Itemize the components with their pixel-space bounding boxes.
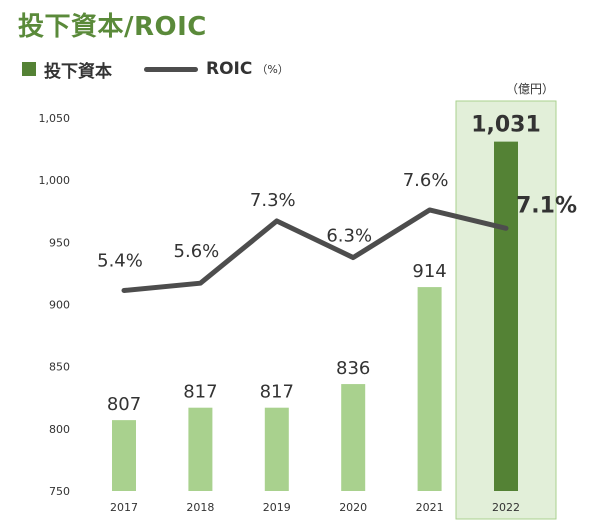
- legend-bar-swatch: [22, 62, 36, 76]
- bar: [494, 141, 518, 491]
- unit-label: （億円）: [505, 82, 554, 96]
- y-tick-label: 750: [49, 485, 70, 498]
- bar-value-label: 817: [260, 382, 294, 403]
- bar-value-label: 817: [183, 382, 217, 403]
- y-tick-label: 1,000: [39, 174, 71, 187]
- legend-bar-label: 投下資本: [44, 61, 112, 82]
- y-tick-label: 1,050: [39, 112, 71, 125]
- x-tick-label: 2017: [110, 501, 138, 514]
- legend: 投下資本 ROIC （%）: [22, 58, 289, 82]
- bar: [188, 407, 213, 491]
- y-tick-label: 900: [49, 299, 70, 312]
- x-tick-label: 2020: [339, 501, 367, 514]
- bar-value-label: 836: [336, 358, 370, 379]
- legend-line-unit: （%）: [256, 63, 289, 76]
- bar-value-label: 914: [412, 261, 446, 282]
- bar: [341, 384, 366, 491]
- y-tick-label: 800: [49, 423, 70, 436]
- x-tick-label: 2022: [492, 501, 520, 514]
- roic-value-label: 5.4%: [97, 251, 143, 272]
- bar-value-label: 1,031: [471, 113, 541, 138]
- roic-value-label: 7.1%: [516, 193, 577, 218]
- legend-line-swatch: [144, 66, 198, 72]
- y-tick-label: 950: [49, 236, 70, 249]
- bar: [417, 287, 442, 491]
- x-tick-label: 2018: [186, 501, 214, 514]
- x-tick-label: 2019: [263, 501, 291, 514]
- page-title: 投下資本/ROIC: [18, 12, 207, 42]
- roic-value-label: 6.3%: [326, 226, 372, 247]
- bar: [264, 407, 289, 491]
- bar: [112, 420, 136, 491]
- roic-line: [121, 207, 509, 293]
- roic-value-label: 7.3%: [250, 190, 296, 211]
- bar-value-label: 807: [107, 394, 141, 415]
- roic-value-label: 7.6%: [403, 170, 449, 191]
- x-tick-label: 2021: [416, 501, 444, 514]
- roic-value-label: 5.6%: [174, 241, 220, 262]
- y-tick-label: 850: [49, 361, 70, 374]
- legend-line-label: ROIC: [206, 59, 253, 79]
